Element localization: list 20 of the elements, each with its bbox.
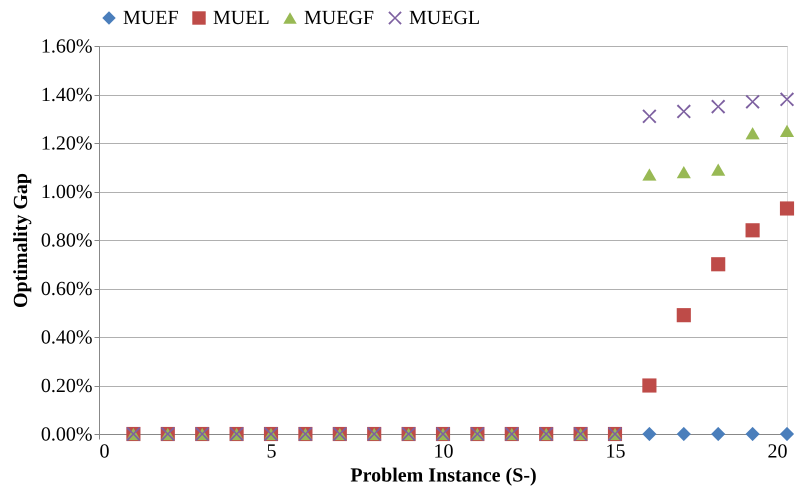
y-axis-title: Optimality Gap (10, 172, 32, 308)
x-tick-label: 15 (606, 440, 626, 462)
y-tick-label: 0.60% (40, 278, 92, 300)
y-tick-label: 0.00% (40, 424, 92, 446)
x-axis-title: Problem Instance (S-) (350, 464, 537, 486)
x-tick-label: 5 (266, 440, 276, 462)
legend-label: MUEGF (304, 7, 374, 29)
x-tick-label: 10 (434, 440, 454, 462)
y-tick-label: 0.40% (40, 326, 92, 348)
y-tick-label: 1.00% (40, 181, 92, 203)
legend-label: MUEGL (409, 7, 480, 29)
legend-label: MUEL (213, 7, 270, 29)
y-tick-label: 0.20% (40, 375, 92, 397)
y-tick-label: 1.20% (40, 132, 92, 154)
y-tick-label: 0.80% (40, 230, 92, 252)
x-tick-label: 20 (768, 440, 788, 462)
y-tick-label: 1.60% (40, 36, 92, 58)
legend-label: MUEF (123, 7, 179, 29)
y-tick-label: 1.40% (40, 84, 92, 106)
x-tick-label: 0 (100, 440, 110, 462)
